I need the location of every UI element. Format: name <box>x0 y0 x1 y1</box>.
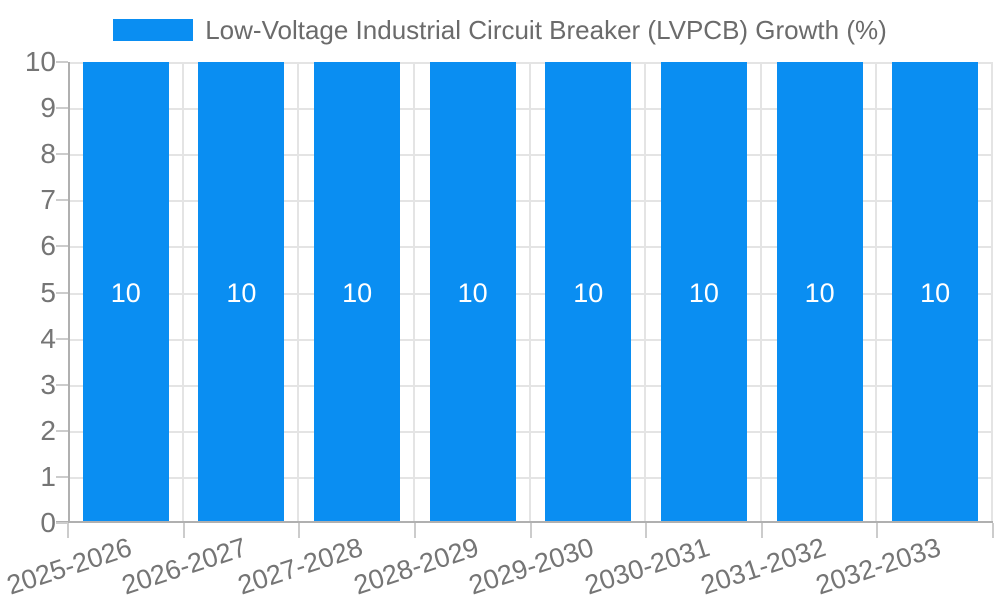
h-gridline <box>68 476 993 479</box>
plot-area: 10 10 10 10 10 10 10 10 <box>56 61 994 538</box>
bar[interactable] <box>892 62 979 523</box>
bar-value-label: 10 <box>804 277 835 308</box>
v-gridline <box>181 62 184 523</box>
y-tick-label: 1 <box>40 460 56 492</box>
h-gridline <box>68 292 993 295</box>
h-gridline <box>68 384 993 387</box>
x-tick <box>876 523 879 538</box>
y-tick <box>56 475 68 478</box>
x-tick <box>182 523 185 538</box>
y-tick-label: 9 <box>40 92 56 124</box>
bar-value-label: 10 <box>920 277 951 308</box>
bar[interactable] <box>198 62 285 523</box>
h-gridline <box>68 430 993 433</box>
y-tick <box>56 337 68 340</box>
y-tick <box>56 429 68 432</box>
h-gridline <box>68 246 993 249</box>
v-gridline <box>412 62 415 523</box>
bar[interactable] <box>545 62 632 523</box>
bar-value-label: 10 <box>688 277 719 308</box>
h-gridline <box>68 200 993 203</box>
x-tick <box>760 523 763 538</box>
y-tick-label: 3 <box>40 368 56 400</box>
x-axis-line <box>56 521 993 523</box>
y-tick-label: 0 <box>40 507 56 538</box>
legend-swatch-icon <box>113 19 194 41</box>
v-gridline <box>297 62 300 523</box>
bar-value-label: 10 <box>457 277 488 308</box>
y-tick <box>56 522 68 524</box>
bar[interactable] <box>429 62 516 523</box>
y-tick <box>56 291 68 294</box>
bar[interactable] <box>314 62 401 523</box>
legend-label: Low-Voltage Industrial Circuit Breaker (… <box>205 15 887 45</box>
bar-value-label: 10 <box>226 277 257 308</box>
v-gridline <box>991 62 993 523</box>
bar-value-label: 10 <box>110 277 141 308</box>
y-tick-label: 8 <box>40 138 56 170</box>
x-tick <box>67 523 69 538</box>
bar[interactable] <box>776 62 863 523</box>
y-tick-label: 7 <box>40 184 56 216</box>
bar[interactable] <box>82 62 169 523</box>
chart-legend: Low-Voltage Industrial Circuit Breaker (… <box>0 16 1000 44</box>
y-tick-label: 2 <box>40 414 56 446</box>
y-tick-label: 6 <box>40 230 56 262</box>
y-tick <box>56 245 68 248</box>
legend-item[interactable]: Low-Voltage Industrial Circuit Breaker (… <box>113 16 887 44</box>
y-tick <box>56 199 68 202</box>
x-tick <box>992 523 994 538</box>
x-tick <box>529 523 532 538</box>
y-tick-label: 4 <box>40 322 56 354</box>
x-tick <box>645 523 648 538</box>
y-tick <box>56 61 68 63</box>
y-tick <box>56 153 68 156</box>
h-gridline <box>68 62 993 64</box>
x-tick <box>413 523 416 538</box>
v-gridline <box>644 62 647 523</box>
y-tick <box>56 107 68 110</box>
v-gridline <box>759 62 762 523</box>
v-gridline <box>875 62 878 523</box>
h-gridline <box>68 154 993 157</box>
bar[interactable] <box>660 62 747 523</box>
y-tick <box>56 383 68 386</box>
v-gridline <box>528 62 531 523</box>
bar-value-label: 10 <box>573 277 604 308</box>
y-axis-line <box>68 62 70 523</box>
h-gridline <box>68 108 993 111</box>
h-gridline <box>68 338 993 341</box>
x-tick <box>298 523 301 538</box>
y-tick-label: 10 <box>24 46 56 77</box>
y-tick-label: 5 <box>40 276 56 308</box>
bar-value-label: 10 <box>342 277 373 308</box>
